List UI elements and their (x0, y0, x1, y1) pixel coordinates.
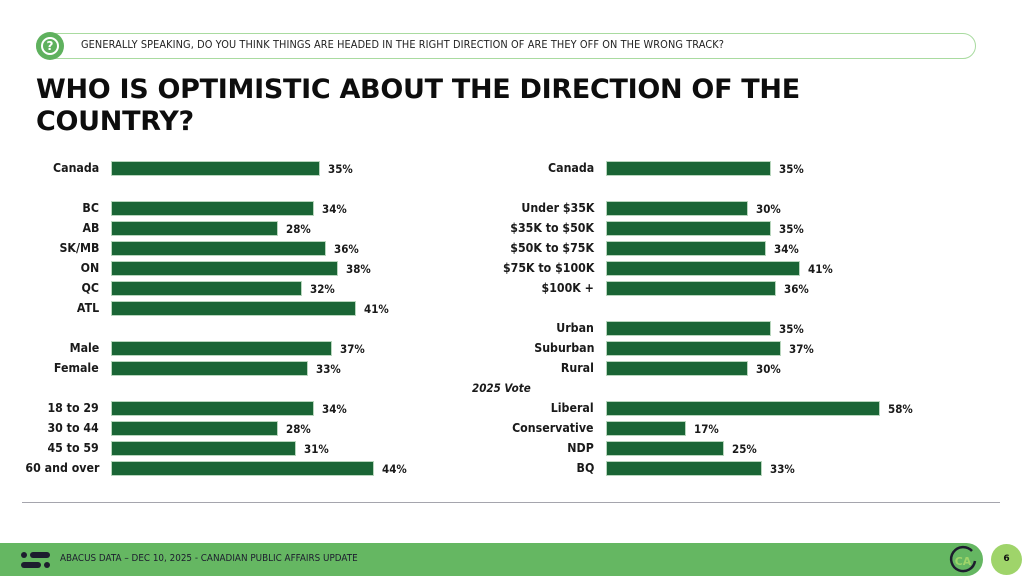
category-label: Male (69, 341, 99, 355)
category-label: BC (82, 201, 99, 215)
category-label: QC (81, 281, 99, 295)
category-label: Liberal (551, 401, 594, 415)
category-label: ON (80, 261, 99, 275)
category-label: $50K to $75K (510, 241, 594, 255)
bar (606, 261, 800, 276)
category-label: 30 to 44 (47, 421, 99, 435)
bar (606, 241, 767, 256)
value-label: 37% (340, 342, 366, 356)
bar (606, 361, 748, 376)
bar (606, 421, 687, 436)
bar (111, 361, 309, 376)
value-label: 32% (310, 282, 336, 296)
category-label: $35K to $50K (510, 221, 594, 235)
ca-badge-text: CA (955, 555, 972, 568)
bar (606, 201, 748, 216)
value-label: 35% (328, 162, 354, 176)
chart-left-demographics: Canada 35% BC 34% AB 28% SK/MB 36% ON 38% QC 32% ATL… (25, 161, 407, 476)
value-label: 41% (364, 302, 389, 316)
page-title: WHO IS OPTIMISTIC ABOUT THE DIRECTION OF… (36, 74, 800, 137)
value-label: 17% (694, 422, 720, 436)
category-label: Urban (556, 321, 594, 335)
bar (111, 201, 315, 216)
value-label: 35% (779, 322, 804, 336)
category-label: Canada (547, 161, 594, 175)
value-label: 30% (755, 202, 781, 216)
category-label: $75K to $100K (502, 261, 594, 275)
bar (111, 221, 279, 236)
category-label: $100K + (541, 281, 594, 295)
group-title: 2025 Vote (472, 381, 531, 395)
value-label: 25% (732, 442, 757, 456)
value-label: 28% (286, 222, 312, 236)
bar (111, 461, 375, 476)
bar (606, 161, 772, 176)
category-label: Suburban (533, 341, 594, 355)
value-label: 35% (779, 162, 804, 176)
category-label: Under $35K (520, 201, 594, 215)
value-label: 34% (322, 202, 348, 216)
bar (111, 161, 321, 176)
value-label: 35% (779, 222, 804, 236)
bar (606, 401, 880, 416)
bar (111, 341, 333, 356)
ca-badge-icon: CA (949, 545, 977, 573)
category-label: ATL (76, 301, 99, 315)
value-label: 34% (774, 242, 800, 256)
value-label: 37% (788, 342, 814, 356)
bar (606, 281, 776, 296)
category-label: AB (82, 221, 99, 235)
category-label: NDP (567, 441, 594, 455)
abacus-logo-icon (21, 552, 50, 568)
question-text: GENERALLY SPEAKING, DO YOU THINK THINGS … (81, 39, 725, 51)
value-label: 28% (286, 422, 312, 436)
footer-text: ABACUS DATA – DEC 10, 2025 - CANADIAN PU… (60, 553, 358, 564)
value-label: 33% (769, 462, 795, 476)
value-label: 44% (382, 462, 407, 476)
bar (111, 421, 279, 436)
value-label: 36% (783, 282, 809, 296)
category-label: Female (54, 361, 99, 375)
bar (111, 301, 357, 316)
category-label: 45 to 59 (47, 441, 99, 455)
value-label: 38% (346, 262, 372, 276)
bar (606, 441, 724, 456)
bar (606, 321, 772, 336)
category-label: SK/MB (59, 241, 99, 255)
divider (22, 502, 1000, 503)
category-label: Rural (560, 361, 594, 375)
value-label: 33% (316, 362, 342, 376)
bar (606, 461, 762, 476)
category-label: 60 and over (25, 461, 99, 475)
page-number: 6 (991, 544, 1022, 575)
value-label: 36% (334, 242, 360, 256)
bar (606, 221, 772, 236)
value-label: 30% (755, 362, 781, 376)
category-label: Conservative (512, 421, 594, 435)
bar (111, 241, 327, 256)
bar (111, 261, 339, 276)
category-label: BQ (576, 461, 594, 475)
category-label: Canada (52, 161, 99, 175)
value-label: 58% (887, 402, 913, 416)
value-label: 41% (807, 262, 833, 276)
category-label: 18 to 29 (47, 401, 99, 415)
bar (111, 281, 303, 296)
chart-right-demographics: Canada 35% Under $35K 30% $35K to $50K 35% $50… (472, 161, 913, 476)
value-label: 34% (322, 402, 348, 416)
question-mark-icon: ? (36, 32, 64, 60)
question-banner: ? GENERALLY SPEAKING, DO YOU THINK THING… (36, 32, 976, 60)
bar (111, 441, 297, 456)
bar (111, 401, 315, 416)
bar (606, 341, 781, 356)
footer: ABACUS DATA – DEC 10, 2025 - CANADIAN PU… (0, 543, 983, 576)
value-label: 31% (304, 442, 330, 456)
